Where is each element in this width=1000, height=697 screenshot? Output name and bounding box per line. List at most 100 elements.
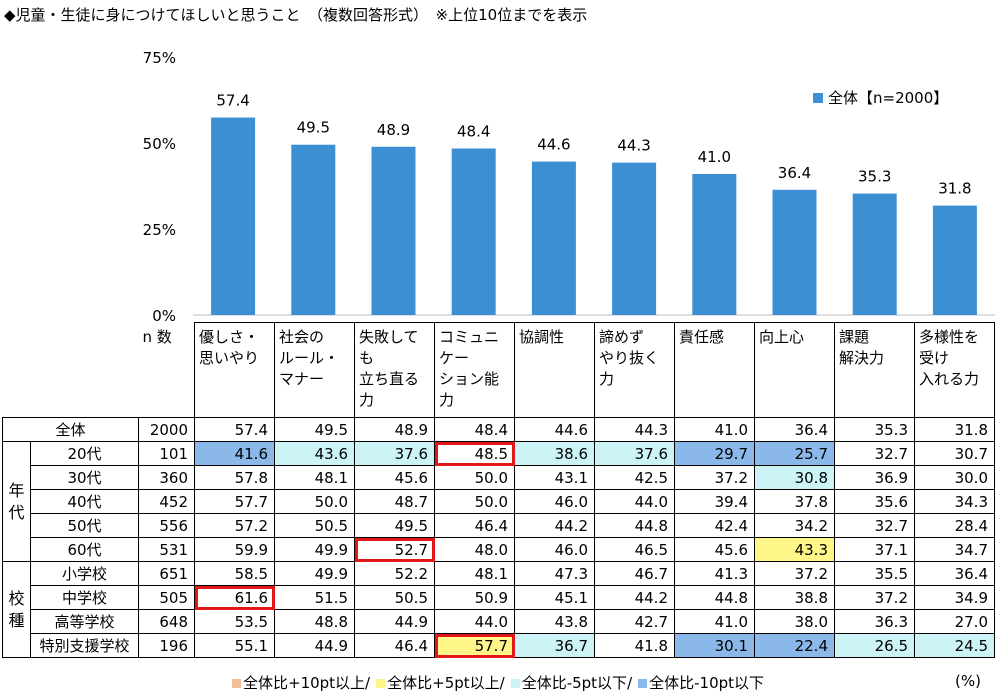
table-row: 60代 531 59.9 49.9 52.7 48.0 46.0 46.5 45.6 43.3 37… bbox=[3, 537, 995, 562]
table-cell: 46.4 bbox=[434, 513, 515, 538]
n-cell: 196 bbox=[138, 633, 195, 658]
table-cell: 29.7 bbox=[674, 441, 755, 466]
bar-value-label: 31.8 bbox=[938, 180, 971, 198]
table-cell: 34.9 bbox=[914, 585, 995, 610]
table-cell: 48.5 bbox=[434, 441, 515, 466]
row-label: 全体 bbox=[2, 417, 139, 442]
row-label: 50代 bbox=[30, 513, 139, 538]
table-cell: 37.1 bbox=[834, 537, 915, 562]
legend-item-label: 全体比-5pt以下/ bbox=[521, 674, 633, 692]
table-cell: 50.0 bbox=[274, 489, 355, 514]
legend-swatch bbox=[638, 679, 648, 688]
table-cell: 24.5 bbox=[914, 633, 995, 658]
table-row: 30代 360 57.8 48.1 45.6 50.0 43.1 42.5 37.2 30.8 36… bbox=[3, 465, 995, 490]
bar-value-label: 35.3 bbox=[858, 168, 891, 186]
table-cell: 48.4 bbox=[434, 417, 515, 442]
table-cell: 27.0 bbox=[914, 609, 995, 634]
table-cell: 44.2 bbox=[514, 513, 595, 538]
table-cell: 37.6 bbox=[354, 441, 435, 466]
table-cell: 57.4 bbox=[194, 417, 275, 442]
table-row: 特別支援学校 196 55.1 44.9 46.4 57.7 36.7 41.8 30.1 22.… bbox=[3, 633, 995, 658]
table-cell: 34.3 bbox=[914, 489, 995, 514]
column-header: 失敗しても 立ち直る力 bbox=[354, 322, 435, 418]
legend-item-label: 全体比+10pt以上/ bbox=[243, 674, 371, 692]
legend-swatch bbox=[813, 93, 823, 103]
table-cell: 50.5 bbox=[354, 585, 435, 610]
table-cell: 45.6 bbox=[674, 537, 755, 562]
table-cell: 28.4 bbox=[914, 513, 995, 538]
bar bbox=[531, 161, 576, 315]
bar-value-label: 48.4 bbox=[457, 123, 490, 141]
table-cell: 38.6 bbox=[514, 441, 595, 466]
table-cell: 42.5 bbox=[594, 465, 675, 490]
table-cell: 36.4 bbox=[754, 417, 835, 442]
y-tick-label: 75% bbox=[143, 49, 176, 67]
column-header: 諦めず やり抜く力 bbox=[594, 322, 675, 418]
table-row: 年代 20代 101 41.6 43.6 37.6 48.5 38.6 37.6 29.7 25.7… bbox=[2, 441, 995, 562]
table-cell: 50.0 bbox=[434, 489, 515, 514]
table-row: 40代 452 57.7 50.0 48.7 50.0 46.0 44.0 39.4 37.8 35… bbox=[3, 489, 995, 514]
table-row: 全体 2000 57.4 49.5 48.9 48.4 44.6 44.3 41.0 36.4 35… bbox=[2, 417, 995, 442]
table-row: 50代 556 57.2 50.5 49.5 46.4 44.2 44.8 42.4 34.2 32… bbox=[3, 513, 995, 538]
bar bbox=[612, 162, 657, 315]
table-cell: 22.4 bbox=[754, 633, 835, 658]
bar bbox=[291, 144, 336, 315]
table-cell: 41.8 bbox=[594, 633, 675, 658]
table-cell: 30.8 bbox=[754, 465, 835, 490]
y-tick-label: 50% bbox=[143, 135, 176, 153]
y-tick-label: 25% bbox=[143, 221, 176, 239]
column-header: 責任感 bbox=[674, 322, 755, 418]
table-cell: 34.2 bbox=[754, 513, 835, 538]
table-cell: 44.3 bbox=[594, 417, 675, 442]
n-cell: 101 bbox=[138, 441, 195, 466]
table-cell: 49.5 bbox=[354, 513, 435, 538]
table-cell: 48.1 bbox=[434, 561, 515, 586]
table-cell: 41.0 bbox=[674, 417, 755, 442]
table-cell: 32.7 bbox=[834, 441, 915, 466]
table-cell: 37.2 bbox=[754, 561, 835, 586]
unit-label: (%) bbox=[955, 672, 981, 690]
column-header: 社会の ルール・ マナー bbox=[274, 322, 355, 418]
table-cell: 47.3 bbox=[514, 561, 595, 586]
table-cell: 44.2 bbox=[594, 585, 675, 610]
table-cell: 37.8 bbox=[754, 489, 835, 514]
table-cell: 44.6 bbox=[514, 417, 595, 442]
legend-swatch bbox=[232, 679, 241, 688]
table-cell: 34.7 bbox=[914, 537, 995, 562]
table-cell: 46.0 bbox=[514, 489, 595, 514]
row-label: 特別支援学校 bbox=[30, 633, 139, 658]
table-cell: 45.6 bbox=[354, 465, 435, 490]
table-cell: 57.7 bbox=[434, 633, 515, 658]
table-cell: 30.0 bbox=[914, 465, 995, 490]
table-cell: 25.7 bbox=[754, 441, 835, 466]
table-cell: 57.8 bbox=[194, 465, 275, 490]
table-cell: 46.0 bbox=[514, 537, 595, 562]
bar bbox=[692, 173, 737, 315]
legend-item-label: 全体比+5pt以上/ bbox=[387, 674, 505, 692]
table-cell: 48.9 bbox=[354, 417, 435, 442]
bar bbox=[211, 117, 256, 315]
table-cell: 48.7 bbox=[354, 489, 435, 514]
table-cell: 30.1 bbox=[674, 633, 755, 658]
n-cell: 2000 bbox=[138, 417, 195, 442]
table-cell: 58.5 bbox=[194, 561, 275, 586]
table-cell: 55.1 bbox=[194, 633, 275, 658]
bar bbox=[772, 189, 817, 315]
table-row: 中学校 505 61.6 51.5 50.5 50.9 45.1 44.2 44.8 38.8 37… bbox=[3, 585, 995, 610]
table-cell: 36.3 bbox=[834, 609, 915, 634]
legend: 全体比+10pt以上/全体比+5pt以上/全体比-5pt以下/全体比-10pt以… bbox=[232, 672, 770, 693]
n-column-header: n 数 bbox=[138, 322, 195, 418]
n-cell: 651 bbox=[138, 561, 195, 586]
table-cell: 35.6 bbox=[834, 489, 915, 514]
table-cell: 48.1 bbox=[274, 465, 355, 490]
column-header: 向上心 bbox=[754, 322, 835, 418]
table-cell: 61.6 bbox=[194, 585, 275, 610]
bar-value-label: 49.5 bbox=[297, 119, 330, 137]
table-cell: 52.7 bbox=[354, 537, 435, 562]
table-cell: 41.3 bbox=[674, 561, 755, 586]
row-label: 30代 bbox=[30, 465, 139, 490]
table-cell: 50.5 bbox=[274, 513, 355, 538]
legend-swatch bbox=[376, 679, 386, 688]
table-cell: 44.0 bbox=[594, 489, 675, 514]
table-cell: 37.2 bbox=[834, 585, 915, 610]
